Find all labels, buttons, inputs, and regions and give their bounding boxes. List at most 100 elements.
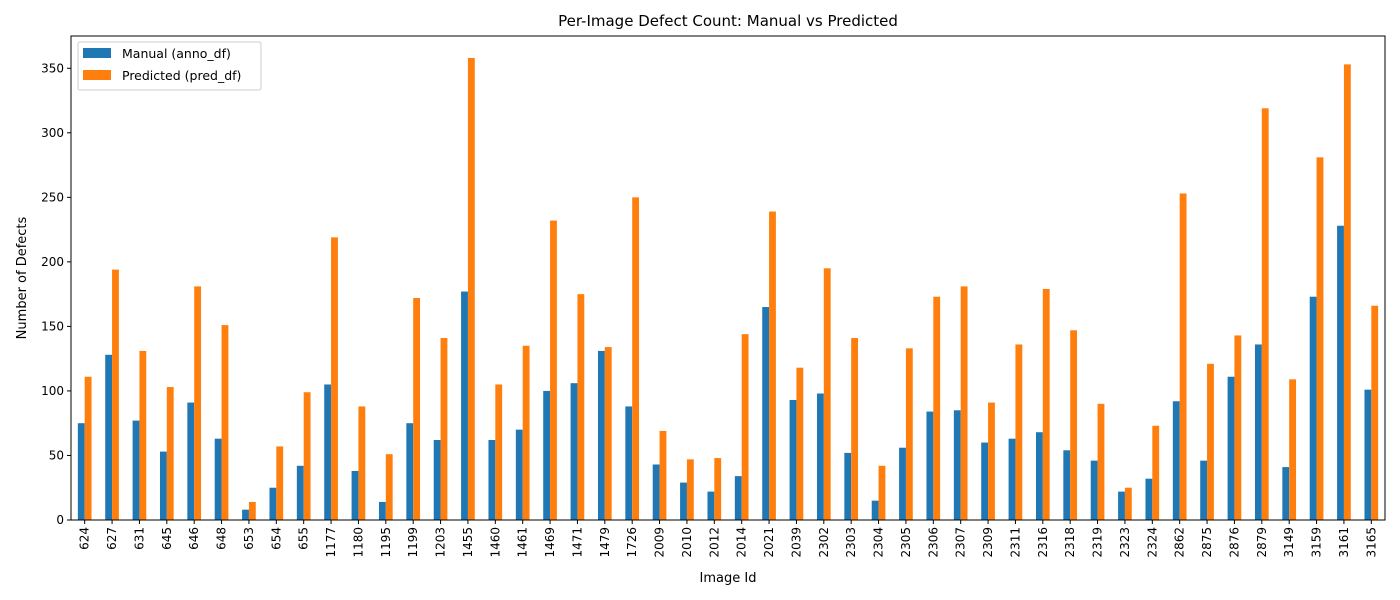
x-tick-label: 1180	[351, 527, 365, 558]
bar-manual-1461	[515, 429, 523, 520]
x-tick-label: 1479	[598, 527, 612, 558]
bar-predicted-1471	[577, 294, 585, 520]
tick-layer: 0 50 100 150 200 250 300 350 624 627 631 645 646 648 6…	[41, 61, 1378, 557]
bar-manual-1195	[378, 501, 386, 520]
bar-predicted-2324	[1152, 425, 1160, 520]
bar-predicted-655	[303, 392, 311, 520]
x-tick-label: 648	[215, 527, 229, 550]
bar-predicted-1479	[604, 347, 612, 520]
x-tick-label: 2012	[707, 527, 721, 558]
bar-predicted-2862	[1179, 193, 1187, 520]
bar-manual-1177	[324, 384, 332, 520]
bar-predicted-2316	[1042, 288, 1050, 520]
x-tick-label: 2306	[926, 527, 940, 558]
bar-manual-2307	[953, 410, 961, 520]
bar-manual-2875	[1200, 460, 1208, 520]
x-tick-label: 2307	[954, 527, 968, 558]
bar-predicted-1195	[385, 454, 393, 520]
bar-manual-624	[77, 423, 85, 520]
x-tick-label: 1199	[406, 527, 420, 558]
bar-manual-653	[242, 509, 249, 520]
x-tick-label: 1726	[625, 527, 639, 558]
x-tick-label: 1469	[543, 527, 557, 558]
bar-predicted-2303	[851, 338, 859, 520]
bar-predicted-1199	[413, 298, 421, 520]
bar-manual-646	[187, 402, 195, 520]
bar-predicted-2879	[1261, 108, 1269, 520]
x-tick-label: 2875	[1200, 527, 1214, 558]
legend-swatch-predicted	[83, 70, 111, 80]
bar-manual-2862	[1172, 401, 1180, 520]
bar-manual-2306	[926, 411, 934, 520]
bar-manual-1469	[543, 390, 551, 520]
bar-predicted-2039	[796, 367, 804, 520]
x-tick-label: 2311	[1008, 527, 1022, 558]
bar-manual-1199	[406, 423, 414, 520]
bar-predicted-3149	[1289, 379, 1297, 520]
x-tick-label: 3149	[1282, 527, 1296, 558]
legend: Manual (anno_df) Predicted (pred_df)	[77, 41, 262, 91]
bar-manual-1455	[461, 291, 468, 520]
bar-manual-2309	[981, 442, 989, 520]
bar-predicted-653	[248, 501, 256, 520]
bar-manual-2039	[789, 399, 797, 520]
y-tick-label: 200	[41, 255, 64, 269]
bar-predicted-1203	[440, 338, 448, 520]
bar-manual-2324	[1145, 478, 1153, 520]
bar-manual-2323	[1118, 491, 1125, 520]
bar-manual-2021	[762, 307, 770, 520]
legend-box	[77, 41, 262, 91]
bar-predicted-2305	[905, 348, 913, 520]
x-tick-label: 2014	[735, 527, 749, 558]
legend-label-manual: Manual (anno_df)	[122, 46, 231, 61]
bar-manual-2311	[1008, 438, 1016, 520]
bar-predicted-648	[221, 325, 229, 520]
bar-manual-2876	[1227, 376, 1235, 520]
bar-predicted-1180	[358, 406, 366, 520]
bar-predicted-654	[276, 446, 284, 520]
bar-predicted-2021	[769, 211, 776, 520]
x-tick-label: 646	[187, 527, 201, 550]
x-tick-label: 2039	[789, 527, 803, 558]
x-tick-label: 2316	[1036, 527, 1050, 558]
y-tick-label: 50	[49, 448, 64, 462]
bar-predicted-1455	[467, 57, 475, 520]
bar-predicted-2304	[878, 465, 886, 520]
x-tick-label: 1177	[324, 527, 338, 558]
bar-predicted-2876	[1234, 335, 1242, 520]
legend-swatch-manual	[83, 48, 111, 58]
bar-predicted-1461	[522, 345, 530, 520]
bar-predicted-3165	[1371, 305, 1379, 520]
bar-predicted-3161	[1343, 64, 1351, 520]
x-tick-label: 624	[78, 527, 92, 550]
bar-predicted-1460	[495, 384, 503, 520]
y-axis-title: Number of Defects	[15, 216, 30, 339]
bar-manual-3159	[1309, 296, 1317, 520]
bar-predicted-2014	[741, 334, 749, 520]
bar-manual-2305	[899, 447, 906, 520]
bar-manual-655	[296, 465, 304, 520]
x-tick-label: 2303	[844, 527, 858, 558]
bar-manual-2304	[871, 500, 879, 520]
bar-predicted-646	[194, 286, 202, 520]
x-tick-label: 631	[132, 527, 146, 550]
x-tick-label: 2305	[899, 527, 913, 558]
x-tick-label: 2323	[1118, 527, 1132, 558]
legend-label-predicted: Predicted (pred_df)	[122, 68, 241, 83]
y-tick-label: 350	[41, 61, 64, 75]
x-tick-label: 3161	[1337, 527, 1351, 558]
x-tick-label: 2319	[1091, 527, 1105, 558]
bar-predicted-2309	[988, 402, 995, 520]
bar-predicted-624	[84, 376, 92, 520]
x-tick-label: 1460	[488, 527, 502, 558]
bar-manual-3149	[1282, 467, 1290, 520]
bar-manual-2014	[734, 476, 742, 520]
x-tick-label: 645	[160, 527, 174, 550]
bar-manual-2012	[707, 491, 715, 520]
x-tick-label: 1203	[434, 527, 448, 558]
bar-manual-3165	[1364, 389, 1372, 520]
x-tick-label: 1461	[516, 527, 530, 558]
bar-manual-2316	[1035, 432, 1043, 520]
x-axis-title: Image Id	[700, 571, 757, 586]
